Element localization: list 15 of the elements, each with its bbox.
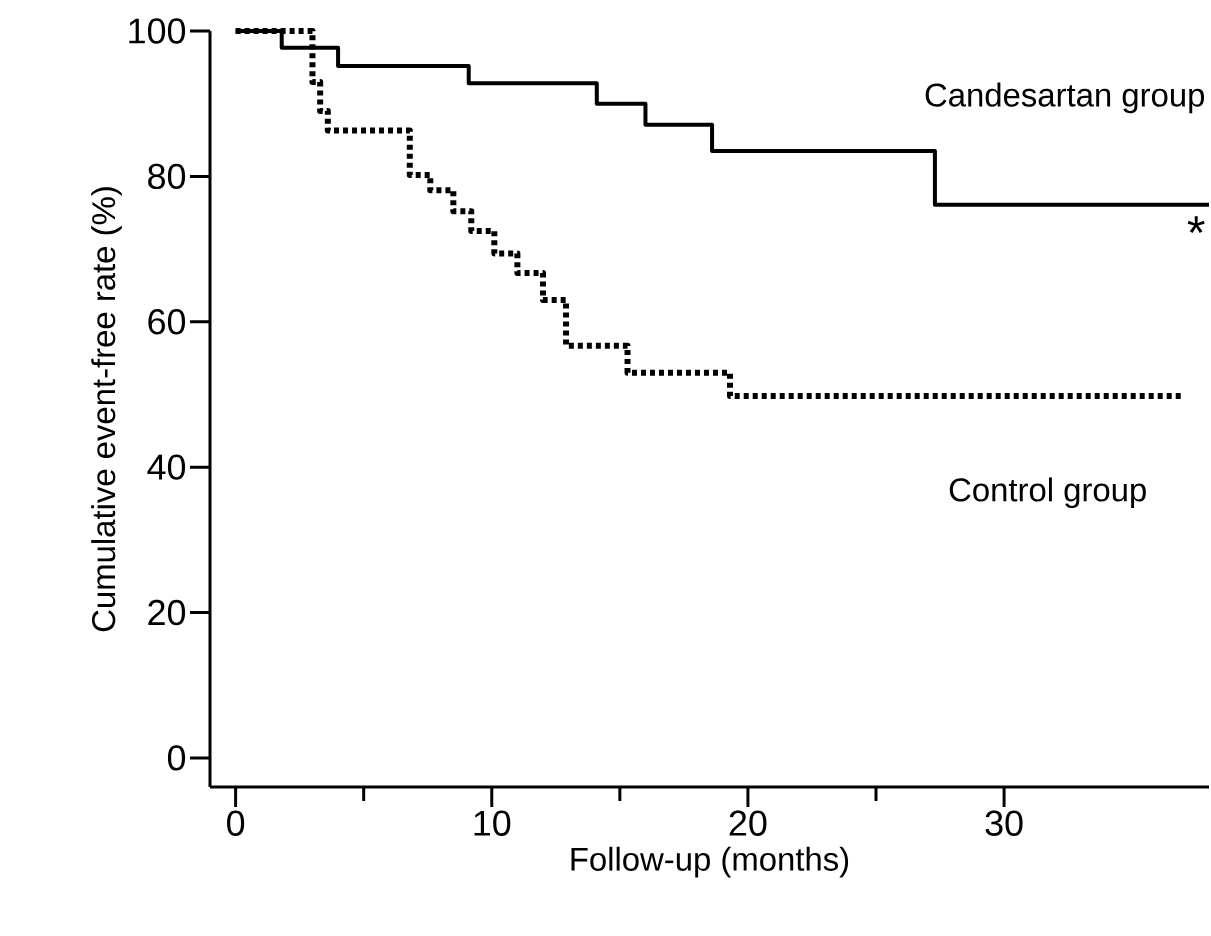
y-tick-label: 60 — [148, 309, 186, 335]
annotation: * — [1187, 216, 1205, 234]
x-axis-title: Follow-up (months) — [571, 846, 849, 878]
y-tick-label: 0 — [167, 745, 186, 771]
text: Control group — [949, 477, 1146, 509]
series-label: Candesartan group — [925, 82, 1205, 114]
x-tick-label: 20 — [729, 810, 767, 836]
y-tick-label: 20 — [148, 599, 186, 626]
x-tick-label: 30 — [985, 810, 1023, 836]
y-tick-label: 100 — [129, 18, 186, 44]
x-tick-label: 10 — [474, 810, 511, 836]
y-tick-label: 40 — [147, 454, 186, 480]
y-axis-title: Cumulative event-free rate (%) — [91, 187, 122, 632]
x-tick-label: 0 — [227, 810, 245, 836]
y-tick-label: 80 — [148, 163, 186, 190]
